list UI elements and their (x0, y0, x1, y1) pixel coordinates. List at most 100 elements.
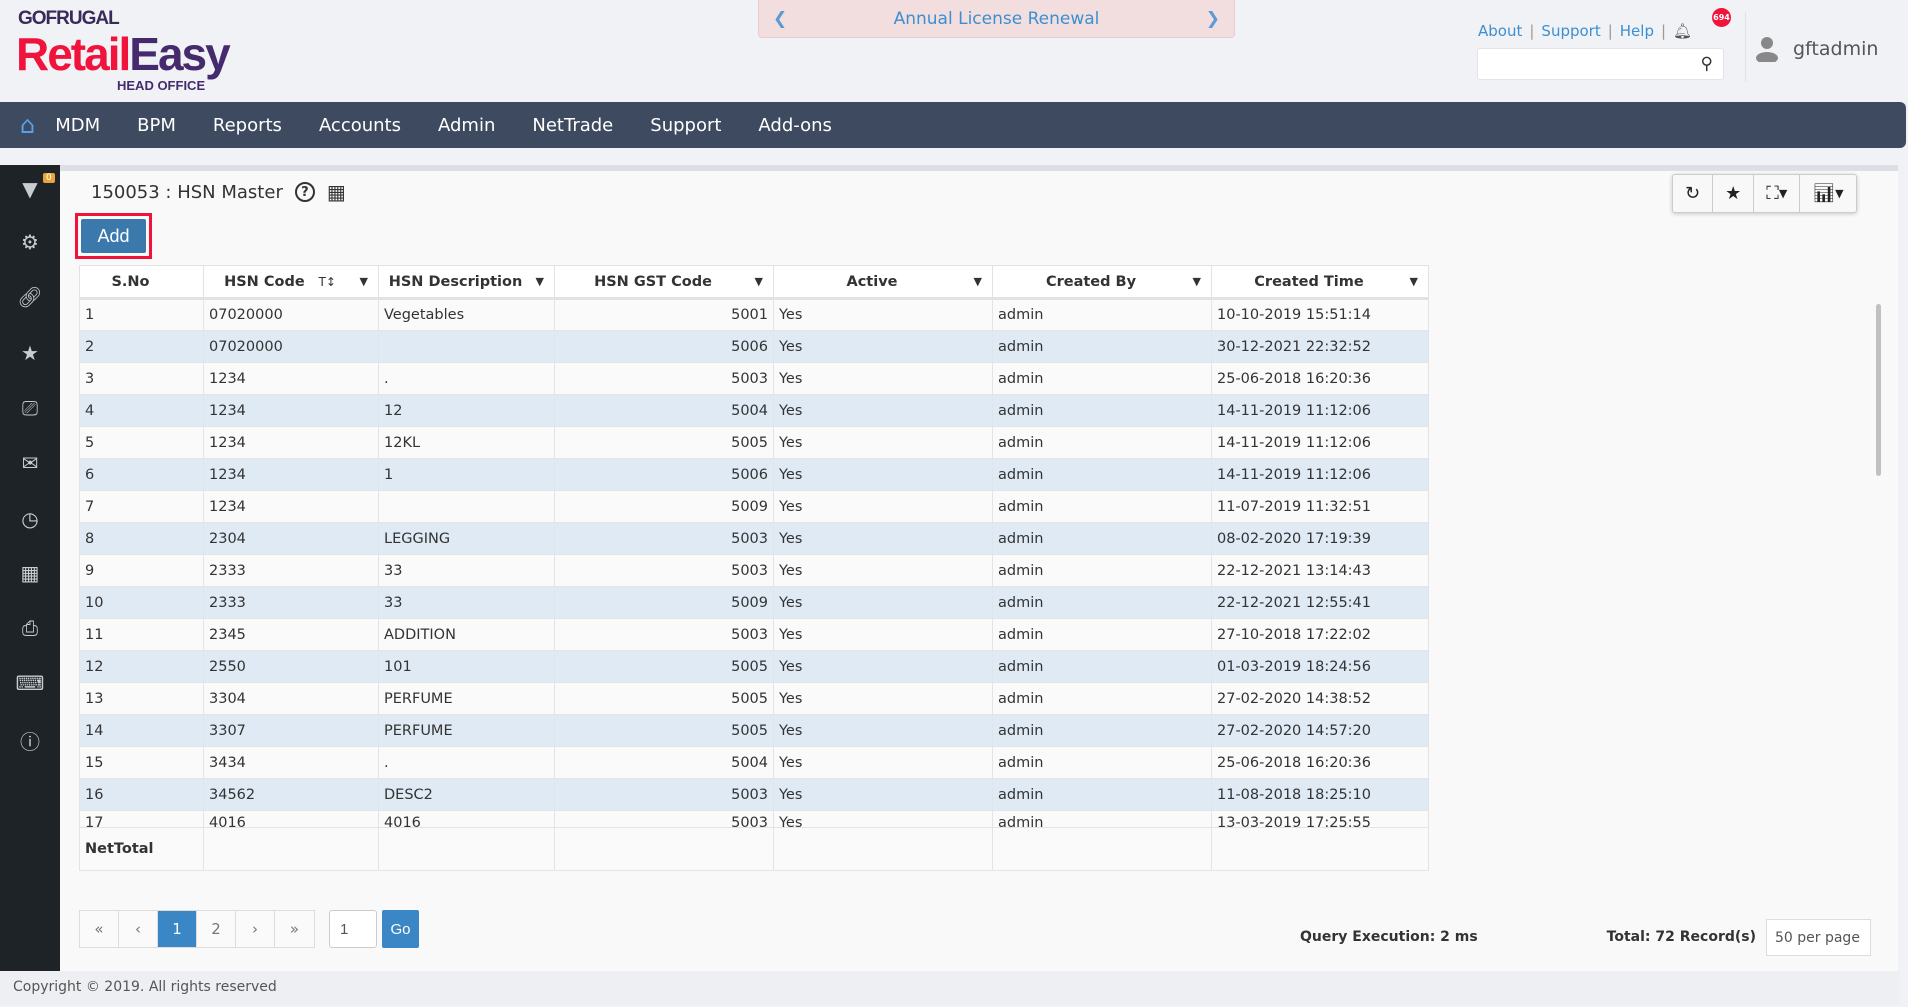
filter-icon[interactable]: ▼ (22, 177, 38, 201)
banner-prev-icon[interactable]: ❮ (773, 8, 788, 29)
nav-reports[interactable]: Reports (212, 114, 282, 136)
table-cell: 25-06-2018 16:20:36 (1211, 362, 1429, 395)
refresh-icon[interactable]: ↻ (1673, 175, 1714, 212)
nav-addons[interactable]: Add-ons (758, 114, 832, 136)
envelope-icon[interactable]: ✉ (21, 451, 39, 475)
bell-icon[interactable]: 🔔︎ (1673, 22, 1693, 40)
table-cell: 2345 (203, 618, 379, 651)
next-page-button[interactable]: › (236, 911, 275, 947)
go-button[interactable]: Go (382, 910, 419, 948)
hierarchy-dropdown[interactable]: ⛶ ▼ (1754, 175, 1801, 212)
table-cell: 3304 (203, 682, 379, 715)
search-icon[interactable]: ⚲ (1700, 54, 1713, 74)
table-row[interactable]: 17 4016 4016 5003 Yes admin 13-03-2019 17:25:5… (79, 810, 1429, 828)
table-cell: 14-11-2019 11:12:06 (1211, 426, 1429, 459)
table-row[interactable]: 12 2550 101 5005 Yes admin 01-03-2019 18:24:56 (79, 650, 1429, 683)
column-filter-icon[interactable]: ▼ (1192, 275, 1201, 288)
table-row[interactable]: 5 1234 12KL 5005 Yes admin 14-11-2019 11:12:06 (79, 426, 1429, 459)
toolbar: ↻ ★ ⛶ ▼ 📊︎ ▼ (1672, 174, 1857, 213)
banner-text[interactable]: Annual License Renewal (893, 8, 1100, 29)
link-icon[interactable]: 🔗︎ (17, 285, 43, 309)
table-row[interactable]: 11 2345 ADDITION 5003 Yes admin 27-10-2018 17:… (79, 618, 1429, 651)
table-cell (378, 330, 555, 363)
filter-count-badge: 0 (43, 173, 55, 183)
table-row[interactable]: 15 3434. 5004 Yes admin 25-06-2018 16:20:36 (79, 746, 1429, 779)
column-header[interactable]: Active ▼ (773, 265, 993, 300)
column-header[interactable]: S.No (79, 265, 204, 300)
table-row[interactable]: 6 1234 1 5006 Yes admin 14-11-2019 11:12:06 (79, 458, 1429, 491)
banner-next-icon[interactable]: ❯ (1205, 8, 1220, 29)
about-link[interactable]: About (1478, 22, 1523, 40)
table-row[interactable]: 8 2304 LEGGING 5003 Yes admin 08-02-2020 17:19… (79, 522, 1429, 555)
nav-accounts[interactable]: Accounts (318, 114, 401, 136)
goto-page-input[interactable] (329, 910, 377, 948)
nav-mdm[interactable]: MDM (55, 114, 101, 136)
column-label: S.No (111, 273, 150, 290)
table-row[interactable]: 10 2333 33 5009 Yes admin 22-12-2021 12:55:41 (79, 586, 1429, 619)
column-header[interactable]: HSN Description ▼ (378, 265, 555, 300)
column-header[interactable]: Created By ▼ (992, 265, 1212, 300)
sort-icon[interactable]: T↕ (314, 274, 336, 289)
column-filter-icon[interactable]: ▼ (1409, 275, 1418, 288)
table-cell: admin (992, 586, 1212, 619)
table-scrollbar[interactable] (1876, 304, 1881, 476)
table-cell: 8 (79, 522, 204, 555)
table-cell: 22-12-2021 12:55:41 (1211, 586, 1429, 619)
table-row[interactable]: 4 1234 12 5004 Yes admin 14-11-2019 11:12:06 (79, 394, 1429, 427)
table-cell: Yes (773, 522, 993, 555)
chart-dropdown[interactable]: 📊︎ ▼ (1812, 183, 1844, 204)
favorite-star-icon[interactable]: ★ (1713, 175, 1755, 212)
search-input[interactable] (1478, 49, 1678, 79)
column-filter-icon[interactable]: ▼ (359, 275, 368, 288)
help-link[interactable]: Help (1619, 22, 1654, 40)
column-header[interactable]: HSN Code T↕ ▼ (203, 265, 379, 300)
table-cell: 5003 (554, 778, 774, 811)
table-row[interactable]: 2 07020000 5006 Yes admin 30-12-2021 22:32:52 (79, 330, 1429, 363)
table-row[interactable]: 9 2333 33 5003 Yes admin 22-12-2021 13:14:43 (79, 554, 1429, 587)
nav-nettrade[interactable]: NetTrade (532, 114, 614, 136)
table-row[interactable]: 7 1234 5009 Yes admin 11-07-2019 11:32:51 (79, 490, 1429, 523)
first-page-button[interactable]: « (80, 911, 119, 947)
table-cell: 5 (79, 426, 204, 459)
divider (1745, 12, 1746, 82)
help-icon[interactable]: ⓘ (20, 730, 40, 754)
user-menu[interactable]: gftadmin (1755, 36, 1878, 62)
logo[interactable]: RetailEasy (16, 31, 231, 77)
page-2-button[interactable]: 2 (197, 911, 236, 947)
nav-bpm[interactable]: BPM (137, 114, 176, 136)
nav-support[interactable]: Support (650, 114, 722, 136)
print-icon[interactable]: ⎙ (22, 616, 38, 640)
pagination: « ‹ 1 2 › » (79, 910, 315, 948)
report-icon[interactable]: ▦ (20, 561, 40, 585)
table-row[interactable]: 13 3304 PERFUME 5005 Yes admin 27-02-2020 14:3… (79, 682, 1429, 715)
last-page-button[interactable]: » (289, 920, 300, 938)
table-row[interactable]: 14 3307 PERFUME 5005 Yes admin 27-02-2020 14:5… (79, 714, 1429, 747)
star-icon[interactable]: ★ (21, 341, 39, 365)
table-row[interactable]: 16 34562 DESC2 5003 Yes admin 11-08-2018 18:25… (79, 778, 1429, 811)
prev-page-button[interactable]: ‹ (119, 911, 158, 947)
column-filter-icon[interactable]: ▼ (754, 275, 763, 288)
help-circle-icon[interactable]: ? (294, 182, 315, 202)
add-button[interactable]: Add (81, 219, 146, 253)
per-page-select[interactable]: 50 per page (1766, 919, 1871, 956)
column-filter-icon[interactable]: ▼ (535, 275, 544, 288)
table-row[interactable]: 3 1234. 5003 Yes admin 25-06-2018 16:20:36 (79, 362, 1429, 395)
clock-icon[interactable]: ◷ (21, 507, 39, 531)
table-row[interactable]: 1 07020000 Vegetables 5001 Yes admin 10-10-201… (79, 298, 1429, 331)
column-header[interactable]: HSN GST Code ▼ (554, 265, 774, 300)
column-filter-icon[interactable]: ▼ (973, 275, 982, 288)
screen-share-icon[interactable]: ⎚ (22, 396, 38, 420)
table-cell: 5004 (554, 746, 774, 779)
table-cell: Yes (773, 330, 993, 363)
table-cell: 5005 (554, 682, 774, 715)
keyboard-icon[interactable]: ⌨ (15, 671, 45, 695)
page-1-button[interactable]: 1 (158, 911, 197, 947)
column-header[interactable]: Created Time ▼ (1211, 265, 1429, 300)
support-link[interactable]: Support (1541, 22, 1601, 40)
table-cell: admin (992, 362, 1212, 395)
gear-icon[interactable]: ⚙ (21, 230, 39, 254)
home-icon[interactable]: ⌂ (20, 111, 36, 139)
nav-admin[interactable]: Admin (438, 114, 496, 136)
column-label: Created By (1045, 273, 1137, 290)
layout-icon[interactable]: ▦ (326, 180, 346, 204)
